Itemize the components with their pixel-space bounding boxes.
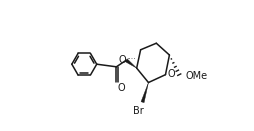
Text: O: O [118,55,125,65]
Text: O: O [117,83,124,92]
Text: O: O [167,69,174,79]
Text: Br: Br [133,106,143,116]
Polygon shape [125,59,136,68]
Polygon shape [140,83,148,103]
Text: ····: ···· [126,55,135,64]
Text: OMe: OMe [184,71,207,81]
